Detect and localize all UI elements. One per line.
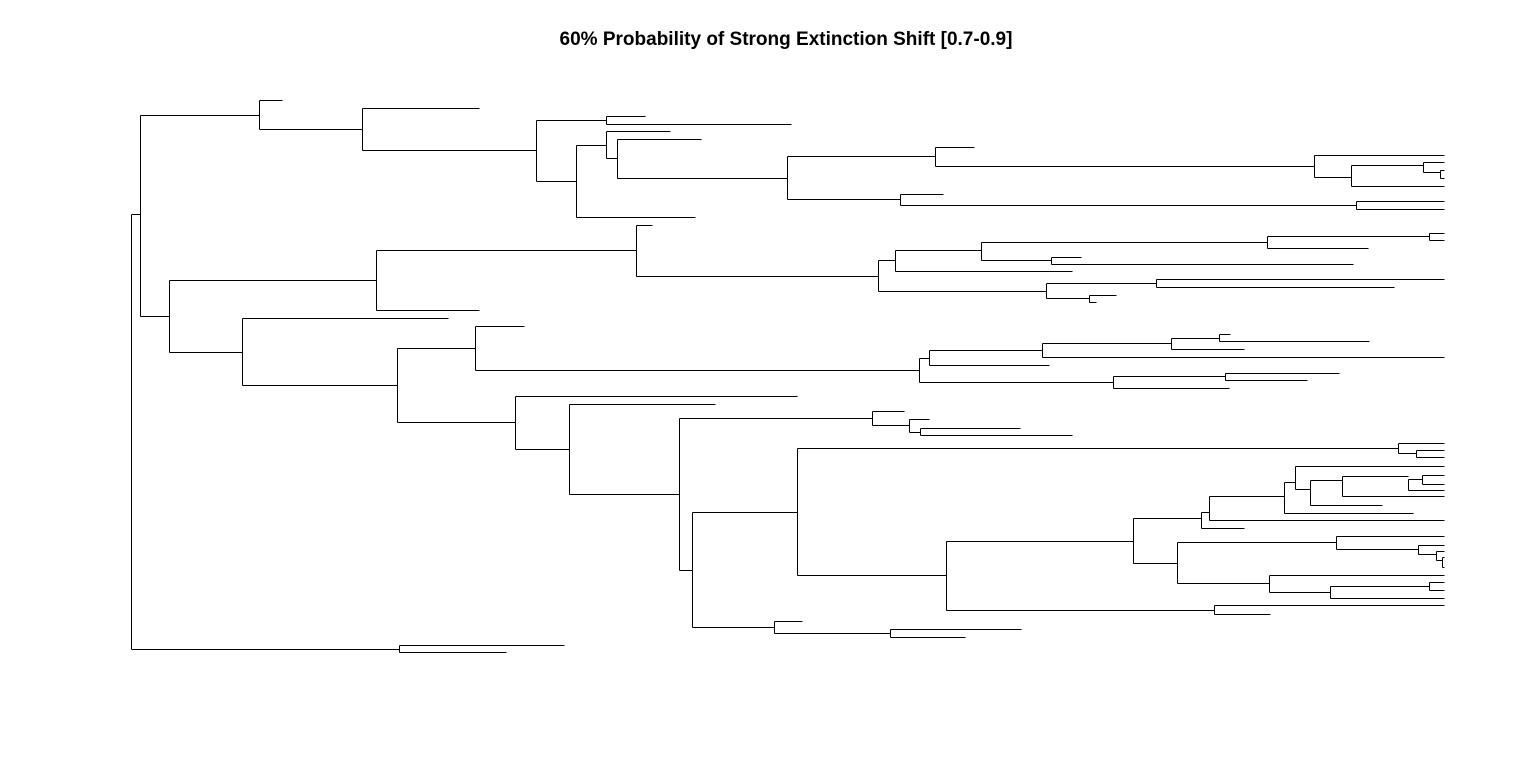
tree-branches [131, 100, 1445, 653]
plot-title: 60% Probability of Strong Extinction Shi… [559, 29, 1013, 50]
